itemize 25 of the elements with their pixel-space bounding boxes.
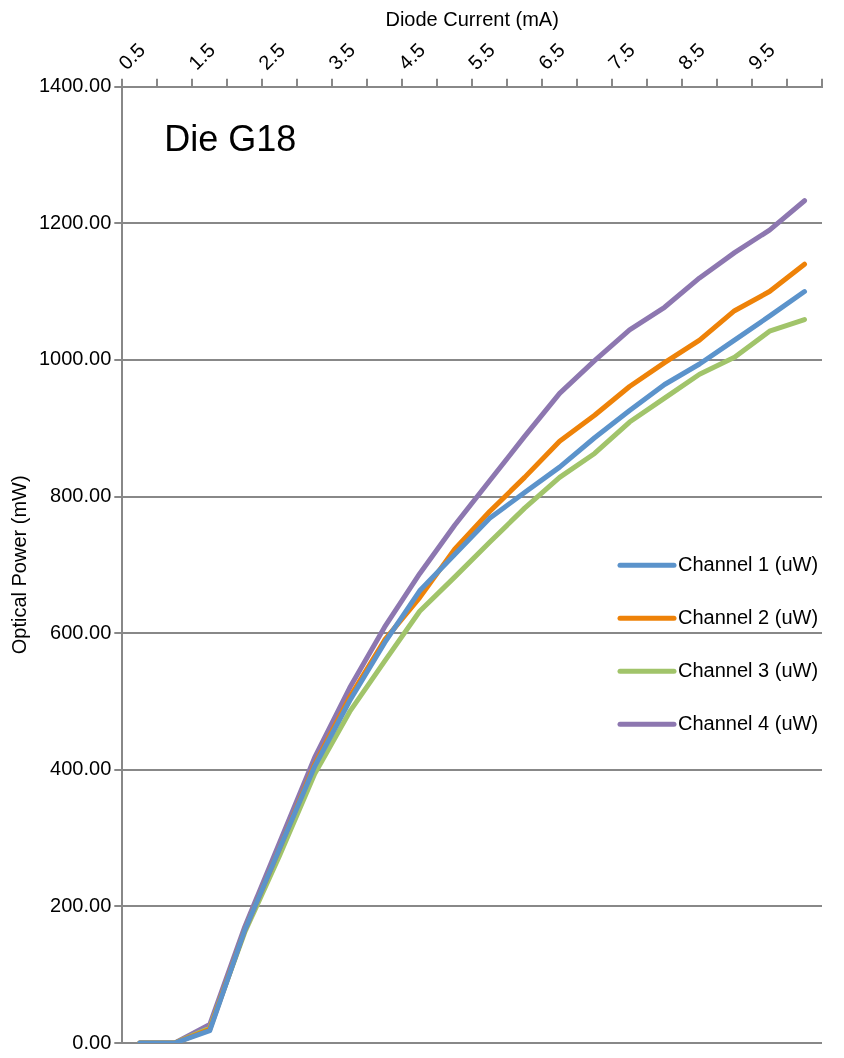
y-tick-label: 800.00 [50, 484, 112, 507]
y-tick-label: 200.00 [50, 893, 112, 916]
x-tick-label: 3.5 [323, 38, 360, 74]
x-tick-label: 8.5 [673, 38, 709, 74]
x-tick-label: 1.5 [183, 38, 220, 74]
x-tick-label: 7.5 [603, 38, 640, 74]
y-axis-title: Optical Power (mW) [7, 475, 30, 655]
x-tick-label: 0.5 [113, 38, 150, 74]
x-tick-label: 5.5 [463, 38, 500, 74]
y-tick-label: 1400.00 [39, 74, 112, 97]
text: Die G18 [164, 117, 297, 159]
y-tick-label: 400.00 [50, 757, 112, 780]
x-tick-label: 4.5 [393, 38, 430, 74]
legend-label: Channel 3 (uW) [678, 658, 819, 681]
legend-label: Channel 4 (uW) [678, 711, 819, 734]
x-tick-label: 6.5 [533, 38, 570, 74]
legend-label: Channel 2 (uW) [678, 605, 819, 628]
y-tick-label: 600.00 [50, 620, 112, 643]
legend-label: Channel 1 (uW) [678, 552, 819, 575]
y-tick-label: 0.00 [72, 1030, 112, 1053]
x-tick-label: 2.5 [253, 38, 290, 74]
y-tick-label: 1200.00 [39, 210, 112, 233]
x-axis-title: Diode Current (mA) [385, 7, 559, 30]
x-tick-label: 9.5 [743, 38, 779, 74]
y-tick-label: 1000.00 [39, 347, 112, 370]
